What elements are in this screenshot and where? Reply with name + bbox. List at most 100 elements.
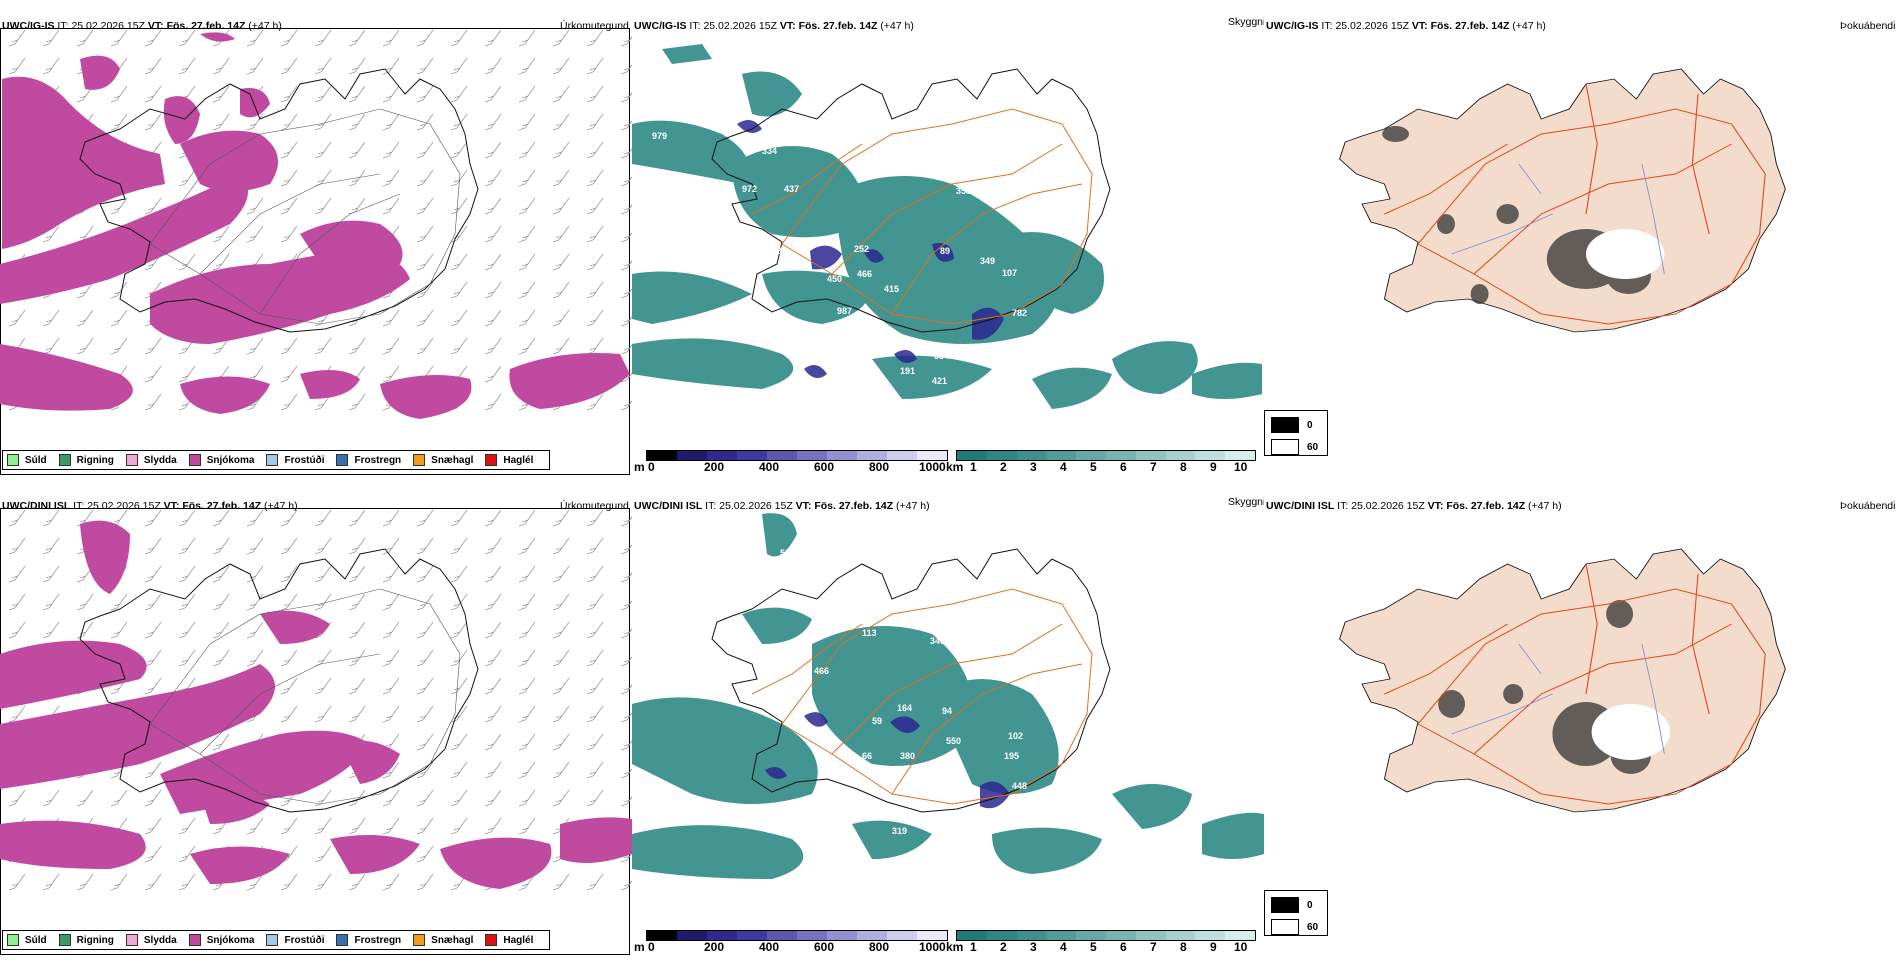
wind-barb: [416, 817, 434, 835]
wind-barb: [450, 677, 468, 695]
wind-barb: [586, 57, 604, 75]
wind-barb: [586, 337, 604, 355]
wind-barb: [484, 337, 502, 355]
wind-barb: [280, 509, 298, 527]
wind-barb: [382, 621, 400, 639]
wind-barb: [246, 113, 264, 131]
wind-barb: [586, 761, 604, 779]
visibility-title: Skyggni: [1228, 496, 1264, 508]
wind-barb: [382, 309, 400, 327]
wind-barb: [246, 29, 264, 47]
wind-barb: [620, 36, 632, 47]
visibility-value-label: 31: [862, 798, 872, 808]
wind-barb: [212, 57, 230, 75]
wind-barb: [8, 57, 26, 75]
legend-item: Frostregn: [336, 934, 401, 946]
wind-barb: [8, 537, 26, 555]
wind-barb: [144, 817, 162, 835]
wind-barb: [620, 712, 632, 723]
visibility-value-label: 438: [767, 246, 782, 256]
legend-item: Súld: [7, 454, 47, 466]
fog-map: [1339, 68, 1786, 333]
fog-panel-row1: UWC/IG-IS IT: 25.02.2026 15Z VT: Fös. 27…: [1264, 14, 1896, 486]
wind-barb: [484, 169, 502, 187]
wind-barb: [348, 621, 366, 639]
visibility-value-labels: 529 113 346 390 466 164 94 59 102 550 66 380 195 448 7…: [780, 548, 1052, 878]
legend-swatch: [485, 934, 498, 946]
wind-barb: [110, 29, 128, 47]
wind-barb: [484, 509, 502, 527]
wind-barb: [178, 593, 196, 611]
legend-swatch: [413, 934, 426, 946]
wind-barb: [620, 544, 632, 555]
precip-panel-row2: UWC/DINI ISL IT: 25.02.2026 15Z VT: Fös.…: [0, 494, 632, 966]
wind-barb: [450, 141, 468, 159]
visibility-value-label: 380: [900, 751, 915, 761]
wind-barb: [450, 565, 468, 583]
wind-barb: [382, 761, 400, 779]
wind-barb: [450, 113, 468, 131]
wind-barb: [280, 593, 298, 611]
wind-barb: [416, 309, 434, 327]
wind-barb: [450, 593, 468, 611]
visibility-value-label: 271: [944, 868, 959, 878]
fog-white-area: [1586, 229, 1665, 279]
visibility-value-label: 390: [962, 646, 977, 656]
wind-barb: [212, 593, 230, 611]
wind-barb: [416, 649, 434, 667]
wind-barb: [620, 64, 632, 75]
wind-barb: [178, 509, 196, 527]
precip-map: [0, 509, 632, 891]
wind-barb: [518, 113, 536, 131]
visibility-value-label: 421: [932, 376, 947, 386]
wind-barb: [620, 316, 632, 327]
visibility-title: Skyggni: [1228, 16, 1264, 28]
wind-barb: [484, 141, 502, 159]
wind-barb: [348, 29, 366, 47]
wind-barb: [348, 57, 366, 75]
legend-swatch: [336, 454, 349, 466]
wind-barb: [518, 57, 536, 75]
visibility-blue-areas: [765, 712, 1010, 809]
wind-barb: [416, 705, 434, 723]
wind-barb: [586, 705, 604, 723]
visibility-value-label: 415: [884, 284, 899, 294]
legend-item: Snjókoma: [188, 934, 254, 946]
wind-barb: [620, 204, 632, 215]
wind-barb: [280, 29, 298, 47]
wind-barb: [144, 677, 162, 695]
visibility-value-label: 252: [854, 244, 869, 254]
wind-barb: [586, 281, 604, 299]
wind-barb: [518, 565, 536, 583]
roads: [751, 588, 1093, 805]
wind-barb: [484, 761, 502, 779]
wind-barb: [450, 733, 468, 751]
visibility-value-label: 349: [980, 256, 995, 266]
legend-swatch: [413, 454, 426, 466]
wind-barb: [382, 85, 400, 103]
legend-swatch: [485, 454, 498, 466]
wind-barb: [586, 509, 604, 527]
visibility-value-label: 972: [742, 184, 757, 194]
wind-barb: [144, 29, 162, 47]
visibility-map: 529 113 346 390 466 164 94 59 102 550 66 380 195 448 7…: [632, 513, 1264, 879]
panel-header: UWC/DINI ISL IT: 25.02.2026 15Z VT: Fös.…: [634, 500, 930, 512]
wind-barb: [552, 281, 570, 299]
wind-barb: [76, 309, 94, 327]
wind-barb: [416, 141, 434, 159]
panel-header: UWC/DINI ISL IT: 25.02.2026 15Z VT: Fös.…: [1266, 500, 1562, 512]
wind-barb: [178, 845, 196, 863]
wind-barb: [314, 141, 332, 159]
wind-barb: [450, 253, 468, 271]
wind-barb: [484, 365, 502, 383]
visibility-value-label: 89: [940, 246, 950, 256]
wind-barb: [416, 621, 434, 639]
wind-barb: [76, 337, 94, 355]
wind-barb: [314, 197, 332, 215]
wind-barb: [280, 141, 298, 159]
wind-barb: [552, 29, 570, 47]
wind-barb: [620, 344, 632, 355]
wind-barb: [178, 57, 196, 75]
legend-item: Snæhagl: [413, 934, 473, 946]
wind-barb: [484, 113, 502, 131]
